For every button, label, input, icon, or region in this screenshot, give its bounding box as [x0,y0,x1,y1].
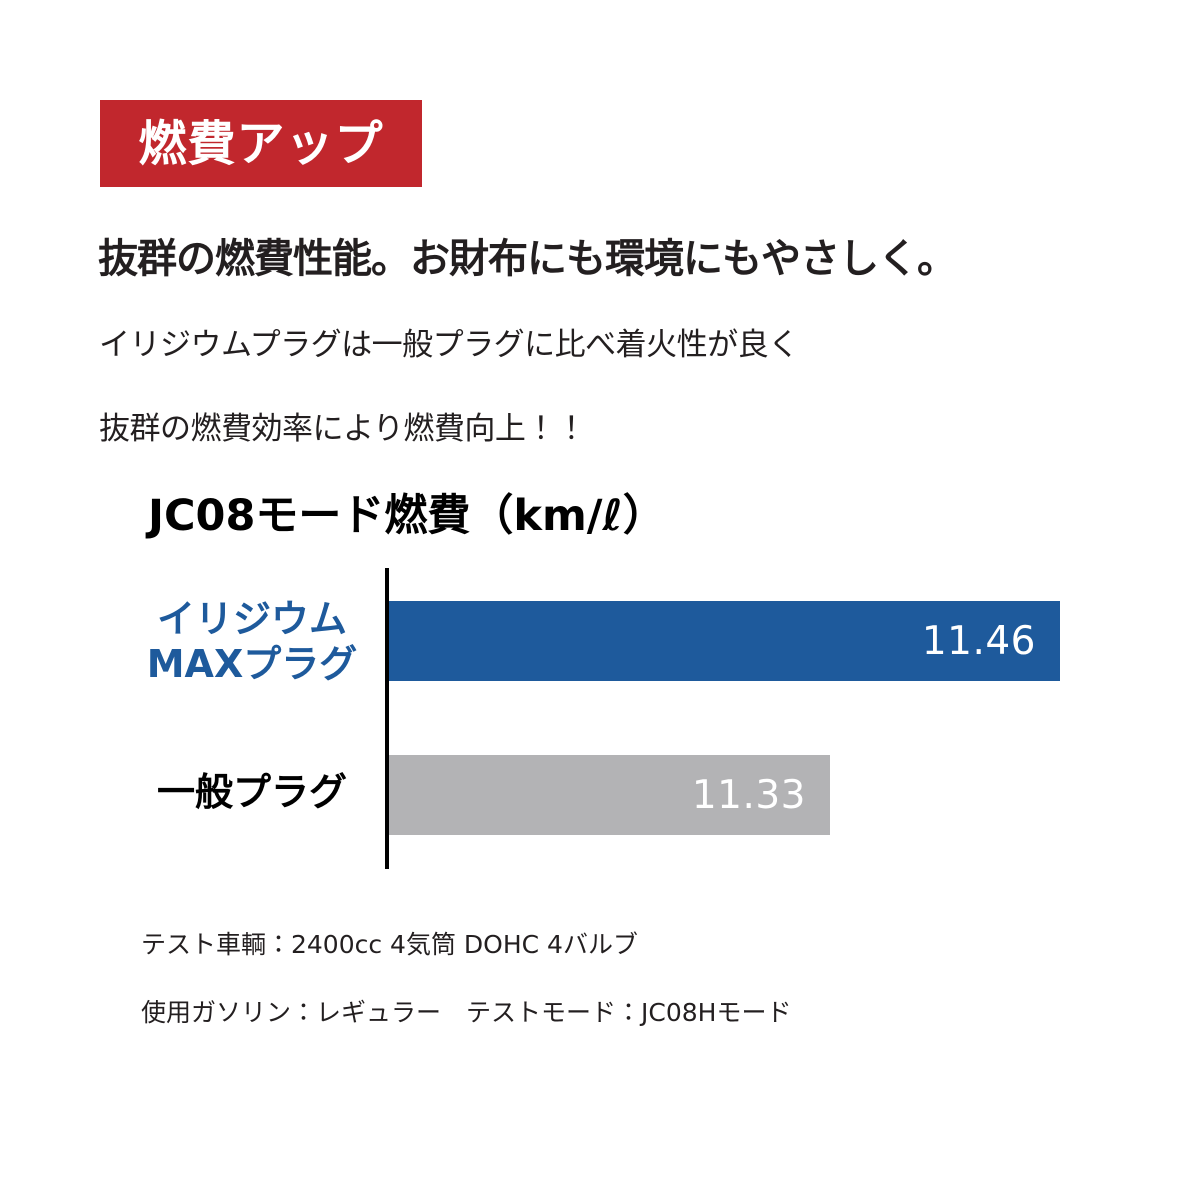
chart-title: JC08モード燃費（km/ℓ） [148,491,666,541]
footnote-line-1: テスト車輌：2400cc 4気筒 DOHC 4バルブ [141,930,638,959]
chart-category-label-iridium-line1: イリジウム [156,597,347,641]
body-line-2: 抜群の燃費効率により燃費向上！！ [99,411,587,448]
chart-bar-value-standard: 11.33 [691,772,806,818]
chart-bar-iridium: 11.46 [389,601,1060,681]
chart-category-label-iridium-line2: MAXプラグ [146,641,358,686]
footnote-line-2: 使用ガソリン：レギュラー テストモード：JC08Hモード [141,998,792,1027]
chart-y-axis [385,568,389,869]
chart-category-label-standard: 一般プラグ [136,770,368,815]
chart-bar-value-iridium: 11.46 [921,618,1036,664]
badge-fuel-economy: 燃費アップ [100,100,422,187]
body-line-1: イリジウムプラグは一般プラグに比べ着火性が良く [99,327,799,363]
page-title: 抜群の燃費性能。お財布にも環境にもやさしく。 [98,235,957,282]
body-copy: イリジウムプラグは一般プラグに比べ着火性が良く 抜群の燃費効率により燃費向上！！ [99,288,999,488]
chart-bar-standard: 11.33 [389,755,830,835]
chart-category-label-iridium: イリジウム MAXプラグ [136,597,368,687]
badge-label: 燃費アップ [138,115,384,172]
chart-category-label-standard-line1: 一般プラグ [156,770,347,814]
footnotes: テスト車輌：2400cc 4気筒 DOHC 4バルブ 使用ガソリン：レギュラー … [141,898,791,1059]
